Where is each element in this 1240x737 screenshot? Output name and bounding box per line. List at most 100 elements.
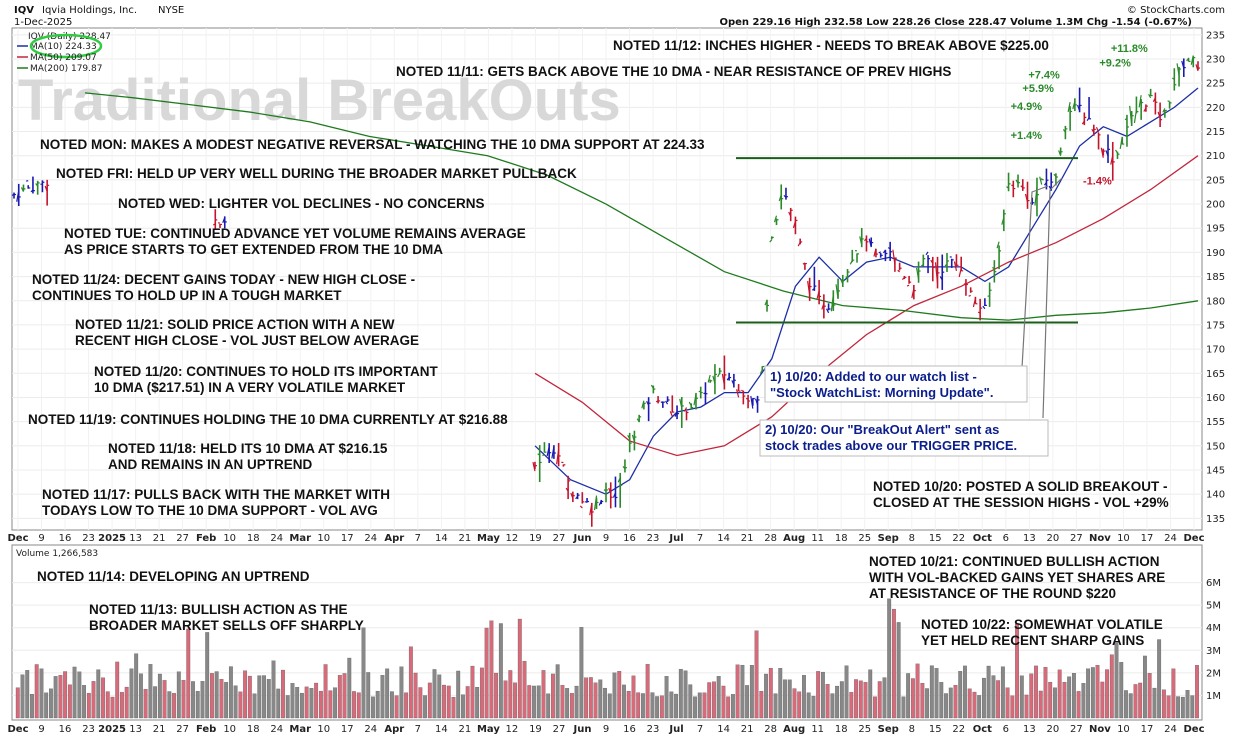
volume-bar — [475, 687, 480, 719]
volume-bar — [498, 623, 503, 719]
x-tick-label-bottom: 16 — [623, 724, 636, 735]
price-bar-open — [608, 487, 612, 494]
price-bar-open — [887, 247, 891, 250]
volume-bar — [1138, 682, 1143, 719]
volume-bar — [318, 690, 323, 719]
price-bar-open — [1095, 126, 1100, 133]
x-tick-label-bottom: 14 — [435, 724, 448, 735]
price-bar-open — [222, 217, 226, 223]
price-tick-label: 135 — [1206, 514, 1225, 525]
price-tick-label: 140 — [1206, 490, 1225, 501]
note-tue-line-2: AS PRICE STARTS TO GET EXTENDED FROM THE… — [64, 242, 443, 257]
x-tick-label: Sep — [878, 533, 899, 544]
volume-bar — [844, 665, 849, 719]
x-tick-label: Feb — [196, 533, 216, 544]
price-bar-open — [991, 266, 995, 270]
price-tick-label: 170 — [1206, 345, 1225, 356]
volume-bar — [754, 630, 759, 719]
x-tick-label-bottom: 14 — [717, 724, 730, 735]
blue-note-2-line-1: 2) 10/20: Our "BreakOut Alert" sent as — [765, 422, 999, 437]
price-bar-open — [736, 389, 740, 398]
volume-bar — [1062, 682, 1067, 719]
price-bar-open — [631, 434, 635, 442]
volume-bar — [569, 693, 574, 719]
x-tick-label-bottom: 24 — [1164, 724, 1177, 735]
volume-bar — [513, 682, 517, 719]
volume-bar — [191, 681, 195, 719]
volume-bar — [115, 661, 120, 719]
volume-bar — [271, 660, 276, 719]
volume-bar — [1161, 689, 1166, 719]
x-tick-label-bottom: 6 — [1003, 724, 1009, 735]
x-tick-label: 13 — [1023, 533, 1036, 544]
x-tick-label: Dec — [1183, 533, 1204, 544]
volume-bar — [546, 693, 551, 719]
blue-note-1-line-2: "Stock WatchList: Morning Update". — [770, 385, 993, 400]
x-tick-label: 18 — [835, 533, 848, 544]
volume-bar — [1180, 696, 1185, 719]
volume-tick-label: 6M — [1206, 578, 1221, 589]
price-bar-open — [622, 466, 626, 470]
price-bar-open — [859, 236, 863, 246]
volume-bar — [626, 691, 631, 719]
price-bar-open — [769, 239, 773, 243]
price-bar-open — [1190, 55, 1194, 65]
x-tick-label: 17 — [1141, 533, 1154, 544]
volume-bar — [607, 693, 612, 719]
volume-bar — [730, 694, 735, 719]
volume-bar — [205, 632, 210, 719]
volume-bar — [1124, 690, 1128, 719]
price-bar-open — [1195, 64, 1199, 72]
price-bar-open — [1105, 150, 1109, 157]
x-tick-label: 9 — [38, 533, 44, 544]
x-tick-label: 10 — [1117, 533, 1130, 544]
price-bar-open — [864, 237, 867, 242]
price-bar-open — [1186, 58, 1189, 62]
volume-bar — [238, 691, 243, 719]
price-bar-open — [44, 185, 48, 192]
price-bar-open — [683, 407, 688, 412]
volume-bar — [759, 690, 764, 719]
volume-bar — [1043, 667, 1048, 719]
price-bar-open — [646, 400, 650, 406]
price-bar-open — [754, 398, 759, 405]
price-bar-open — [802, 262, 806, 265]
x-tick-label-bottom: 10 — [223, 724, 236, 735]
volume-bar — [361, 627, 366, 719]
volume-bar — [882, 677, 887, 719]
note-10-20-line-1: NOTED 10/20: POSTED A SOLID BREAKOUT - — [873, 479, 1168, 494]
percent-annotation: +5.9% — [1022, 83, 1054, 95]
volume-bar — [1143, 655, 1147, 719]
price-bar-open — [873, 248, 877, 257]
price-bar-open — [679, 398, 683, 409]
x-tick-label: May — [477, 533, 500, 544]
x-tick-label: 28 — [764, 533, 777, 544]
volume-bar — [143, 689, 148, 719]
price-bar-open — [882, 249, 886, 254]
volume-bar — [210, 673, 214, 719]
volume-bar — [461, 694, 465, 719]
note-10-22-line-2: YET HELD RECENT SHARP GAINS — [921, 633, 1144, 648]
watermark: Traditional BreakOuts — [18, 68, 621, 133]
price-bar-open — [953, 261, 958, 271]
volume-bar — [1076, 691, 1081, 719]
x-tick-label-bottom: 19 — [529, 724, 542, 735]
x-tick-label: 21 — [459, 533, 472, 544]
x-tick-label-bottom: 24 — [270, 724, 283, 735]
volume-bar — [749, 665, 754, 719]
price-bar-open — [674, 411, 678, 417]
volume-bar — [560, 685, 565, 719]
x-tick-label-bottom: 21 — [741, 724, 754, 735]
volume-bar — [532, 685, 536, 719]
volume-bar — [148, 664, 153, 719]
note-10-22-line-1: NOTED 10/22: SOMEWHAT VOLATILE — [921, 617, 1163, 632]
x-tick-label-bottom: Aug — [783, 724, 805, 735]
series-ma50-line — [534, 155, 1199, 457]
x-tick-label-bottom: Feb — [196, 724, 216, 735]
volume-bar — [877, 681, 882, 719]
volume-bar — [82, 685, 86, 719]
price-bar-open — [925, 251, 929, 256]
volume-bar — [858, 680, 863, 719]
volume-bar — [934, 668, 939, 719]
price-bar-open — [849, 260, 853, 265]
